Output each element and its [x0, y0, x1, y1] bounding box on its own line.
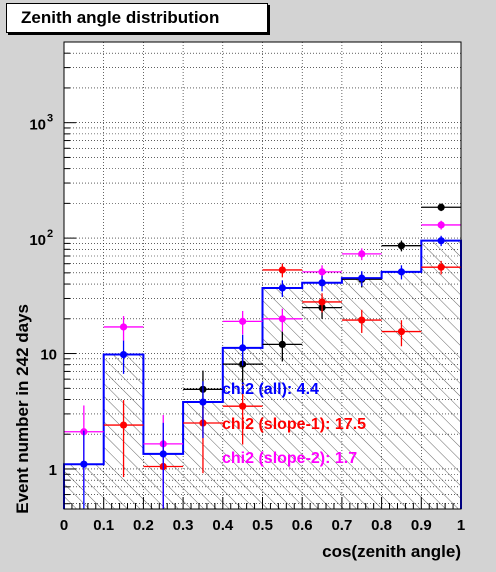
- data-point: [437, 237, 445, 245]
- axis-ticks: [63, 52, 462, 509]
- histogram-fill: [64, 240, 461, 509]
- data-point: [119, 350, 128, 359]
- x-tick-label: 0.6: [292, 517, 313, 534]
- data-point: [80, 460, 88, 468]
- data-point: [358, 250, 366, 258]
- data-point: [199, 398, 207, 406]
- series-3: [64, 235, 461, 509]
- data-point: [239, 402, 247, 410]
- data-point: [437, 203, 445, 211]
- x-tick-label: 0.2: [133, 517, 154, 534]
- x-axis-label: cos(zenith angle): [322, 542, 461, 561]
- y-tick-label: 1: [49, 462, 57, 479]
- data-point: [278, 340, 286, 349]
- data-point: [318, 279, 326, 287]
- data-point: [318, 268, 326, 276]
- x-tick-label: 1: [457, 517, 465, 534]
- chi2-annotation: chi2 (slope-2): 1.7: [222, 450, 357, 467]
- data-point: [278, 284, 286, 292]
- data-point: [437, 221, 445, 229]
- x-tick-label: 0.1: [93, 517, 114, 534]
- x-tick-label: 0.4: [212, 517, 234, 534]
- data-point: [119, 421, 128, 429]
- data-point: [397, 327, 406, 336]
- data-points: [64, 203, 461, 509]
- chi2-annotation: chi2 (all): 4.4: [222, 381, 319, 398]
- x-tick-label: 0.3: [173, 517, 194, 534]
- y-axis-label: Event number in 242 days: [13, 304, 32, 514]
- data-point: [437, 263, 445, 271]
- chart-title: Zenith angle distribution: [6, 3, 268, 33]
- x-tick-label: 0.8: [371, 517, 392, 534]
- x-tick-label: 0: [60, 517, 68, 534]
- data-point: [397, 268, 406, 276]
- y-tick-label: 10: [40, 347, 57, 364]
- x-tick-label: 0.5: [252, 517, 273, 534]
- data-point: [278, 315, 286, 323]
- y-tick-exponent: 3: [47, 113, 53, 125]
- y-tick-label: 10: [29, 232, 46, 249]
- data-point: [358, 316, 366, 324]
- data-point: [397, 242, 406, 250]
- data-point: [159, 450, 167, 458]
- y-tick-exponent: 2: [47, 228, 53, 240]
- x-tick-label: 0.7: [331, 517, 352, 534]
- chi2-annotation: chi2 (slope-1): 17.5: [222, 416, 366, 433]
- data-point: [119, 323, 128, 331]
- data-point: [318, 298, 326, 306]
- y-tick-label: 10: [29, 117, 46, 134]
- x-tick-label: 0.9: [411, 517, 432, 534]
- data-point: [358, 274, 366, 282]
- chi2-annotations: chi2 (all): 4.4 chi2 (slope-1): 17.5 chi2 …: [222, 381, 366, 467]
- data-point: [239, 344, 247, 352]
- data-point: [239, 317, 247, 325]
- data-point: [278, 266, 286, 274]
